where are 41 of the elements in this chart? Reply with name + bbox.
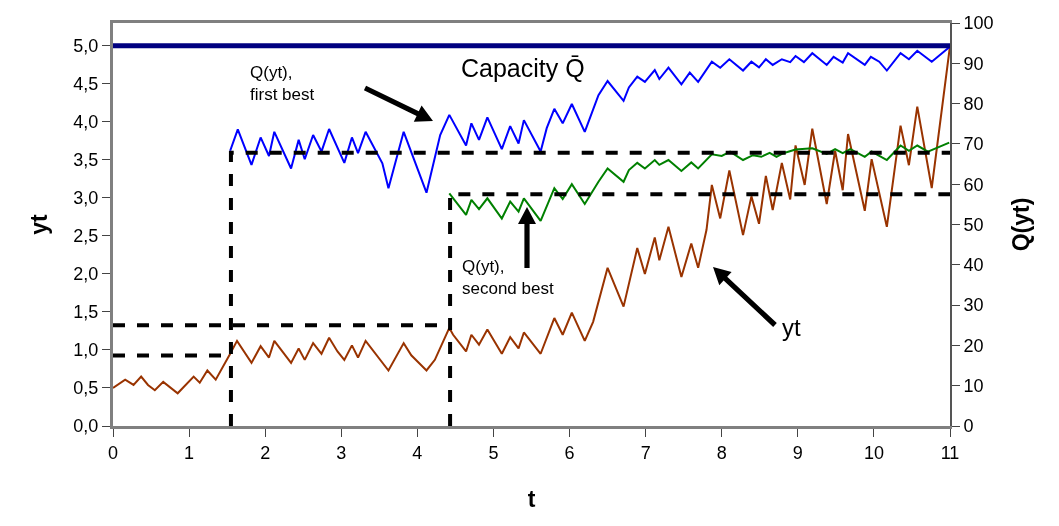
y2-tick-label: 10 bbox=[963, 376, 984, 396]
x-tick-label: 4 bbox=[412, 442, 423, 463]
x-tick-label: 11 bbox=[940, 442, 960, 463]
x-axis-title: t bbox=[527, 486, 536, 513]
y2-tick-label: 60 bbox=[963, 174, 984, 195]
x-tick-label: 1 bbox=[184, 442, 195, 463]
y2-tick-label: 20 bbox=[963, 335, 984, 356]
y2-tick-label: 80 bbox=[963, 93, 984, 114]
y2-tick-label: 40 bbox=[963, 255, 984, 276]
y-axis-title: yt bbox=[25, 213, 52, 235]
y2-tick-label: 50 bbox=[963, 214, 984, 235]
y-tick-label: 3,5 bbox=[73, 150, 99, 171]
y-tick-label: 0,5 bbox=[73, 378, 99, 399]
x-tick-label: 3 bbox=[336, 442, 347, 463]
y-tick-label: 4,0 bbox=[73, 112, 99, 133]
y2-tick-label: 0 bbox=[963, 416, 974, 437]
annotation: Q(yt), second best bbox=[462, 257, 554, 299]
y-tick-label: 4,5 bbox=[73, 74, 99, 95]
y-tick-label: 2,5 bbox=[73, 226, 99, 247]
annotation: yt bbox=[782, 314, 801, 341]
y2-tick-label: 70 bbox=[963, 134, 984, 155]
ref-line-label: Capacity Q̄ bbox=[461, 54, 585, 82]
x-tick-label: 7 bbox=[640, 442, 651, 463]
y2-tick-label: 30 bbox=[963, 295, 984, 316]
x-tick-label: 2 bbox=[260, 442, 271, 463]
y-tick-label: 1,5 bbox=[73, 302, 99, 323]
y-tick-label: 0,0 bbox=[73, 416, 99, 437]
annotation: Q(yt), first best bbox=[250, 63, 315, 105]
y-tick-label: 5,0 bbox=[73, 36, 99, 57]
x-tick-label: 9 bbox=[792, 442, 803, 463]
x-tick-label: 0 bbox=[107, 442, 119, 463]
y2-tick-label: 90 bbox=[963, 53, 984, 74]
x-tick-label: 8 bbox=[716, 442, 727, 463]
x-tick-label: 10 bbox=[863, 442, 884, 463]
y2-tick-label: 100 bbox=[963, 13, 994, 34]
x-tick-label: 5 bbox=[488, 442, 499, 463]
y-tick-label: 1,0 bbox=[73, 340, 99, 361]
y-tick-label: 2,0 bbox=[73, 264, 99, 285]
y-tick-label: 3,0 bbox=[73, 188, 99, 209]
x-tick-label: 6 bbox=[564, 442, 575, 463]
y2-axis-title: Q(yt) bbox=[1007, 197, 1034, 252]
